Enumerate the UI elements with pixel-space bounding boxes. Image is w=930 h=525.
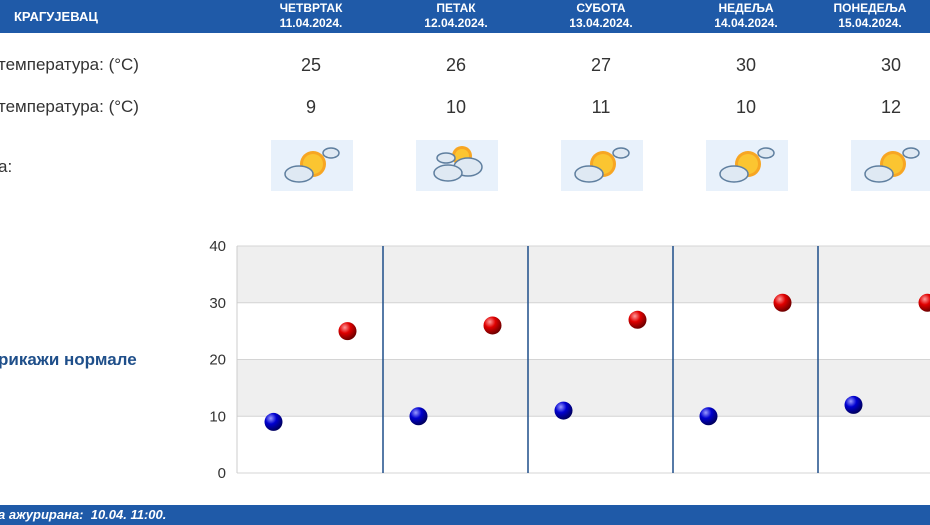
day-date: 13.04.2024. [569, 16, 633, 30]
max-temp-marker [773, 293, 792, 312]
sun-cloud-icon [706, 140, 788, 191]
y-tick-label: 30 [209, 295, 226, 312]
max-temp-marker [918, 293, 930, 312]
day-header-1: ЧЕТВРТАК 11.04.2024. [251, 1, 371, 31]
min-temp-marker [264, 412, 283, 431]
max-temp-day1: 25 [300, 55, 322, 75]
y-tick-label: 10 [209, 408, 226, 425]
sun-cloud-icon [561, 140, 643, 191]
temperature-chart: 0 10 20 30 40 [209, 238, 930, 482]
y-tick-label: 0 [218, 465, 226, 482]
grid-band [237, 359, 930, 417]
max-temp-day3: 27 [590, 55, 612, 75]
max-temp-marker [338, 322, 357, 341]
min-temp-day3: 11 [591, 97, 611, 117]
max-temp-marker [483, 316, 502, 335]
day-name: СУБОТА [576, 1, 626, 15]
day-date: 11.04.2024. [279, 16, 343, 30]
y-tick-label: 20 [209, 352, 226, 369]
min-temp-day1: 9 [305, 97, 316, 117]
weather-label: а: [0, 157, 13, 176]
sun-cloud-icon [271, 140, 353, 191]
day-header-2: ПЕТАК 12.04.2024. [396, 1, 516, 31]
min-temp-marker [554, 401, 573, 420]
y-tick-label: 40 [209, 238, 226, 255]
day-name: ПОНЕДЕЉА [833, 1, 907, 15]
day-name: ЧЕТВРТАК [279, 1, 343, 15]
day-header-5: ПОНЕДЕЉА 15.04.2024. [810, 1, 930, 31]
footer-bar: а ажурирана: 10.04. 11:00. [0, 505, 930, 525]
show-normals-link[interactable]: рикажи нормале [0, 350, 137, 369]
day-name: НЕДЕЉА [718, 1, 774, 15]
max-temp-day5: 30 [880, 55, 902, 75]
min-temp-marker [844, 395, 863, 414]
min-temp-day5: 12 [880, 97, 902, 117]
max-temp-day2: 26 [445, 55, 467, 75]
day-date: 15.04.2024. [838, 16, 902, 30]
grid-band [237, 246, 930, 303]
day-date: 12.04.2024. [424, 16, 488, 30]
min-temp-marker [409, 407, 428, 426]
max-temp-day4: 30 [735, 55, 757, 75]
day-name: ПЕТАК [436, 1, 476, 15]
min-temp-day2: 10 [445, 97, 467, 117]
last-updated-text: а ажурирана: 10.04. 11:00. [0, 507, 167, 522]
sun-cloud-icon [851, 140, 930, 191]
day-header-3: СУБОТА 13.04.2024. [541, 1, 661, 31]
day-header-4: НЕДЕЉА 14.04.2024. [686, 1, 806, 31]
city-name: КРАГУЈЕВАЦ [14, 9, 98, 24]
max-temp-marker [628, 310, 647, 329]
header-bar: КРАГУЈЕВАЦ ЧЕТВРТАК 11.04.2024. ПЕТАК 12… [0, 0, 930, 33]
cloud-sun-icon [416, 140, 498, 191]
day-date: 14.04.2024. [714, 16, 778, 30]
min-temp-label: температура: (°C) [0, 97, 139, 116]
max-temp-label: температура: (°C) [0, 55, 139, 74]
min-temp-marker [699, 407, 718, 426]
min-temp-day4: 10 [735, 97, 757, 117]
